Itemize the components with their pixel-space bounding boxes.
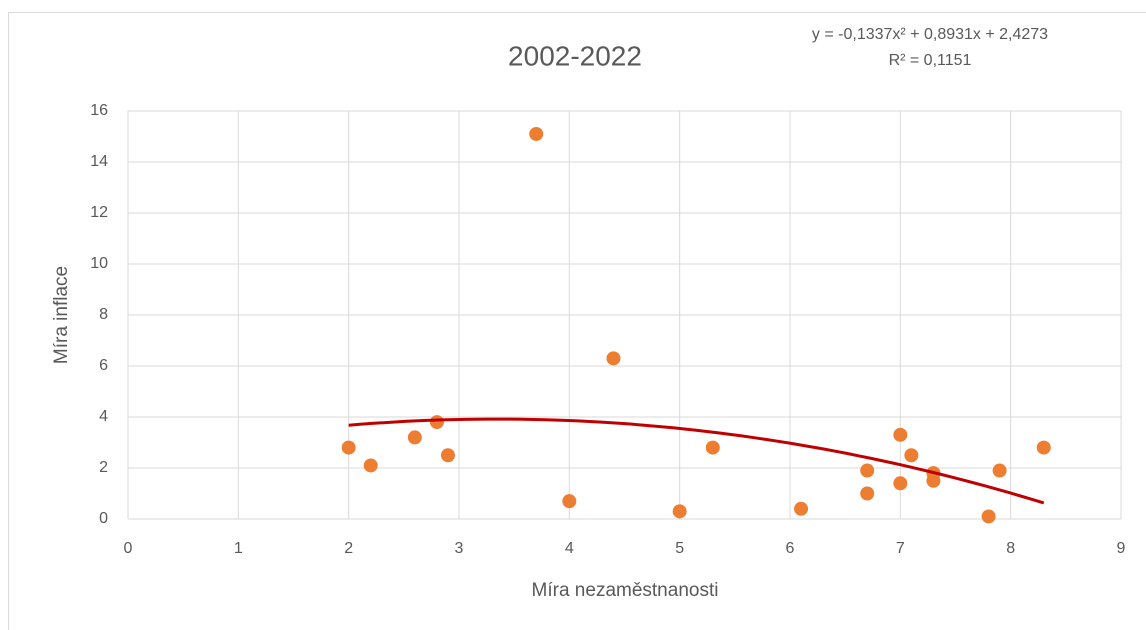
x-tick-label: 9 — [1117, 540, 1126, 557]
point — [440, 448, 455, 463]
trend-equation: y = -0,1337x² + 0,8931x + 2,4273 — [812, 26, 1048, 43]
x-tick-label: 2 — [344, 540, 353, 557]
chart-border — [8, 12, 1146, 630]
point — [992, 463, 1007, 478]
x-tick-label: 8 — [1006, 540, 1015, 557]
point — [341, 440, 356, 455]
y-axis-label: Míra inflace — [51, 266, 72, 364]
x-tick-label: 0 — [124, 540, 133, 557]
point — [672, 504, 687, 519]
y-tick-label: 6 — [99, 357, 108, 374]
trendline — [348, 417, 1045, 505]
x-tick-label: 1 — [234, 540, 243, 557]
point — [363, 458, 378, 473]
x-tick-label: 4 — [565, 540, 574, 557]
point — [429, 415, 444, 430]
point — [562, 494, 577, 509]
point — [893, 427, 908, 442]
y-tick-label: 0 — [99, 510, 108, 527]
x-tick-label: 7 — [896, 540, 905, 557]
x-tick-label: 6 — [786, 540, 795, 557]
y-tick-label: 4 — [99, 408, 108, 425]
y-tick-label: 14 — [90, 153, 108, 170]
point — [904, 448, 919, 463]
x-axis-label: Míra nezaměstnanosti — [532, 580, 719, 601]
x-tick-label: 5 — [675, 540, 684, 557]
y-tick-label: 2 — [99, 459, 108, 476]
point — [529, 126, 544, 141]
y-tick-label: 12 — [90, 204, 108, 221]
x-tick-label: 3 — [455, 540, 464, 557]
y-tick-label: 16 — [90, 102, 108, 119]
y-tick-label: 8 — [99, 306, 108, 323]
point — [926, 473, 941, 488]
point — [981, 509, 996, 524]
trend-r-squared: R² = 0,1151 — [889, 52, 972, 69]
point — [860, 463, 875, 478]
point — [794, 501, 809, 516]
point — [893, 476, 908, 491]
point — [606, 351, 621, 366]
point — [860, 486, 875, 501]
point — [1036, 440, 1051, 455]
point — [407, 430, 422, 445]
chart-title: 2002-2022 — [508, 40, 642, 71]
y-tick-label: 10 — [90, 255, 108, 272]
point — [705, 440, 720, 455]
